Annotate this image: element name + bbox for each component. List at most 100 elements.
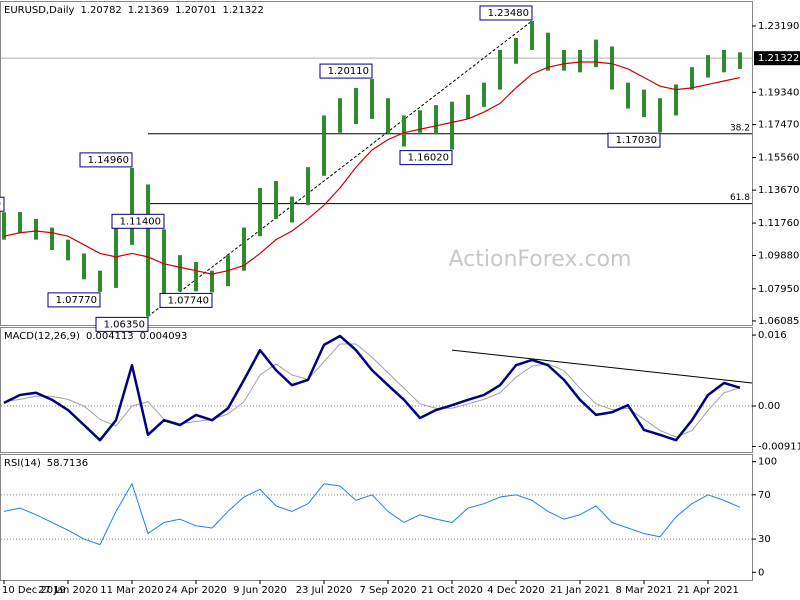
price-bar xyxy=(738,52,742,69)
fib-label: 61.8 xyxy=(730,193,750,203)
main-frame xyxy=(0,1,753,326)
annotation-box xyxy=(79,152,133,168)
price-bar xyxy=(626,82,630,109)
price-bar xyxy=(162,229,166,306)
price-bar xyxy=(146,184,150,317)
price-bar xyxy=(50,227,54,250)
y-tick-label: 30 xyxy=(758,534,771,545)
annotation-box xyxy=(0,196,5,212)
y-tick-label: 0.00 xyxy=(758,401,780,412)
annotation-label: 390 xyxy=(0,199,1,210)
panel-title-text: RSI(14) xyxy=(4,458,41,469)
panel-title: MACD(12,26,9) 0.004113 0.004093 xyxy=(4,331,187,342)
price-bar xyxy=(82,253,86,280)
price-bar xyxy=(578,49,582,73)
price-bar xyxy=(546,32,550,71)
annotation-label: 1.20110 xyxy=(328,66,369,77)
price-bar xyxy=(178,255,182,292)
last-price-box xyxy=(754,51,800,66)
price-bar xyxy=(482,82,486,107)
y-tick-label: 1.06085 xyxy=(758,316,799,327)
panel-value: 0.004113 xyxy=(86,331,134,342)
price-bar xyxy=(450,101,454,150)
price-bar xyxy=(66,239,70,261)
x-tick-label: 7 Sep 2020 xyxy=(359,585,416,596)
y-tick-label: 1.23190 xyxy=(758,21,799,32)
annotation-box xyxy=(399,150,453,166)
y-tick-label: 0.016 xyxy=(758,330,787,341)
annotation-box xyxy=(319,63,373,79)
annotation-label: 1.06350 xyxy=(104,319,145,330)
trendline xyxy=(147,20,533,317)
x-tick-label: 10 Dec 2019 xyxy=(2,585,66,596)
price-bar xyxy=(34,218,38,240)
y-tick-label: 1.15560 xyxy=(758,153,799,164)
price-bar xyxy=(306,167,310,206)
price-bar xyxy=(674,84,678,116)
annotation-box xyxy=(479,5,533,21)
price-bar xyxy=(258,187,262,237)
price-bar xyxy=(642,89,646,118)
x-tick-label: 9 Jun 2020 xyxy=(233,585,287,596)
price-bar xyxy=(562,49,566,71)
price-bar xyxy=(610,46,614,90)
annotation-box xyxy=(159,292,213,308)
y-tick-label: 1.09880 xyxy=(758,251,799,262)
price-bar xyxy=(194,262,198,292)
indicator-line xyxy=(3,334,741,442)
moving-average xyxy=(3,61,741,275)
price-bar xyxy=(242,227,246,271)
x-tick-label: 27 Jan 2020 xyxy=(38,585,98,596)
price-bar xyxy=(322,115,326,176)
annotation-label: 1.07770 xyxy=(56,295,97,306)
y-tick-label: 1.19340 xyxy=(758,87,799,98)
y-tick-label: -0.009116 xyxy=(758,441,800,452)
annotation-label: 1.07740 xyxy=(168,295,209,306)
last-price-label: 1.21322 xyxy=(758,53,799,64)
y-tick-label: 1.17470 xyxy=(758,120,799,131)
y-tick-label: 1.11760 xyxy=(758,218,799,229)
price-bar xyxy=(514,37,518,64)
price-bar xyxy=(114,227,118,288)
y-tick-label: 100 xyxy=(758,457,777,468)
annotation-box xyxy=(607,132,661,148)
y-tick-label: 0 xyxy=(758,567,764,578)
panel-value: 58.7136 xyxy=(47,458,88,469)
price-bar xyxy=(210,270,214,293)
price-bar xyxy=(386,98,390,133)
price-bar xyxy=(274,181,278,219)
price-bar xyxy=(498,49,502,90)
price-bar xyxy=(466,94,470,119)
price-bar xyxy=(418,110,422,133)
ohlc-value: 1.21369 xyxy=(128,5,169,16)
price-bar xyxy=(2,212,6,240)
ohlc-value: 1.20701 xyxy=(175,5,216,16)
fib-label: 38.2 xyxy=(730,123,750,133)
x-tick-label: 21 Jan 2021 xyxy=(550,585,610,596)
macd-frame xyxy=(0,327,753,453)
chart-title: EURUSD,Daily 1.20782 1.21369 1.20701 1.21322 xyxy=(4,5,264,16)
x-tick-label: 4 Dec 2020 xyxy=(487,585,545,596)
x-tick-label: 21 Apr 2021 xyxy=(677,585,739,596)
title-text: EURUSD,Daily xyxy=(4,5,75,16)
y-tick-label: 1.13670 xyxy=(758,185,799,196)
price-bar xyxy=(18,212,22,233)
annotation-label: 1.23480 xyxy=(488,8,529,19)
annotation-box xyxy=(111,213,165,229)
macd-trendline xyxy=(451,349,753,384)
price-bar xyxy=(594,39,598,68)
price-bar xyxy=(530,20,534,50)
panel-title-text: MACD(12,26,9) xyxy=(4,331,80,342)
price-bar xyxy=(434,105,438,135)
price-bar xyxy=(706,55,710,78)
price-bar xyxy=(130,167,134,245)
y-tick-label: 70 xyxy=(758,490,771,501)
annotation-box xyxy=(95,316,149,332)
annotation-label: 1.17030 xyxy=(616,135,657,146)
x-tick-label: 21 Oct 2020 xyxy=(421,585,483,596)
x-tick-label: 8 Mar 2021 xyxy=(615,585,672,596)
panel-value: 0.004093 xyxy=(140,331,188,342)
y-tick-label: 1.07950 xyxy=(758,284,799,295)
